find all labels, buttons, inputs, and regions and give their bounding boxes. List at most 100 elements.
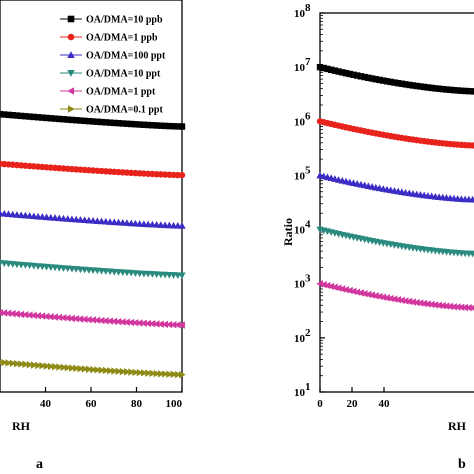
data-point [380,77,387,84]
data-point [13,112,21,119]
series-markers [0,209,186,229]
y-tick-label: 10 [294,333,306,345]
data-point [320,280,327,289]
data-point [331,67,339,74]
data-point [148,320,156,328]
data-point [110,317,118,326]
data-point [409,298,416,306]
data-point [178,123,186,130]
data-point [35,361,42,370]
data-point [375,292,383,301]
panel-b-plot-frame [319,12,474,393]
data-point [420,83,428,91]
data-point [390,295,398,303]
panel-b-x-ticks: 0 20 40 [317,387,390,410]
data-point [149,122,156,129]
data-point [153,122,160,129]
data-point [432,85,439,92]
data-point [76,315,84,323]
data-point [323,281,331,290]
x-tick-label: 80 [131,398,143,410]
panel-a-label: a [36,457,43,472]
data-point [51,115,59,122]
data-point [111,119,118,127]
data-point [119,367,127,376]
data-point [178,171,186,179]
data-point [43,114,50,122]
series-markers [316,280,474,312]
data-point [21,311,29,319]
y-tick-exponent: 4 [305,219,311,231]
data-point [102,317,109,325]
data-point [56,363,63,371]
data-point [334,284,342,292]
data-point [68,314,75,323]
panel-a-legend: OA/DMA=10 ppb OA/DMA=1 ppb OA/DMA=100 ppt O… [55,4,177,116]
series-markers [0,308,185,329]
data-point [398,80,406,87]
data-point [439,302,446,310]
data-point [394,79,402,87]
data-point [98,366,106,374]
data-point [162,370,169,378]
y-tick-label: 10 [294,116,306,128]
legend-entry: OA/DMA=10 ppb [86,15,163,26]
data-point [123,120,131,127]
data-point [9,309,16,318]
data-point [80,315,88,324]
data-point [439,85,446,93]
data-point [376,76,383,84]
data-point [97,316,105,325]
data-point [350,71,357,78]
data-point [152,320,160,328]
data-point [316,63,324,71]
y-tick-label: 10 [294,387,306,399]
series-markers [316,171,474,203]
data-point [127,318,135,327]
data-point [157,370,165,378]
data-point [64,314,71,322]
data-point [81,365,89,373]
data-point [170,370,178,379]
panel-b-data-markers [316,63,474,312]
data-point [89,316,97,324]
data-point [427,300,435,309]
data-point [327,282,335,291]
data-point [450,86,458,94]
data-point [106,317,113,325]
data-point [42,312,50,321]
data-point [52,363,59,371]
data-point [465,304,472,312]
data-point [178,272,186,280]
data-point [379,293,387,301]
data-point [38,312,46,320]
data-point [81,117,88,125]
data-point [140,319,147,327]
data-point [18,360,25,368]
data-point [447,86,454,94]
data-point [469,142,474,149]
data-point [17,112,25,120]
data-point [424,84,432,91]
legend-box [55,4,177,114]
data-point [316,280,323,288]
data-point [417,83,424,90]
data-point [402,81,409,88]
data-point [136,368,144,377]
legend-entry: OA/DMA=100 ppt [86,51,166,62]
data-point [174,321,181,329]
data-point [22,113,29,120]
data-point [5,359,13,367]
data-point [406,81,413,89]
y-tick-exponent: 2 [305,327,311,339]
data-point [157,122,165,129]
data-point [13,359,21,368]
panel-a-data-markers [0,110,186,379]
data-point [89,118,97,125]
data-point [342,69,350,77]
data-point [409,82,417,89]
series-markers [316,226,474,258]
data-point [153,369,161,378]
data-point [157,320,164,328]
data-point [383,294,390,302]
